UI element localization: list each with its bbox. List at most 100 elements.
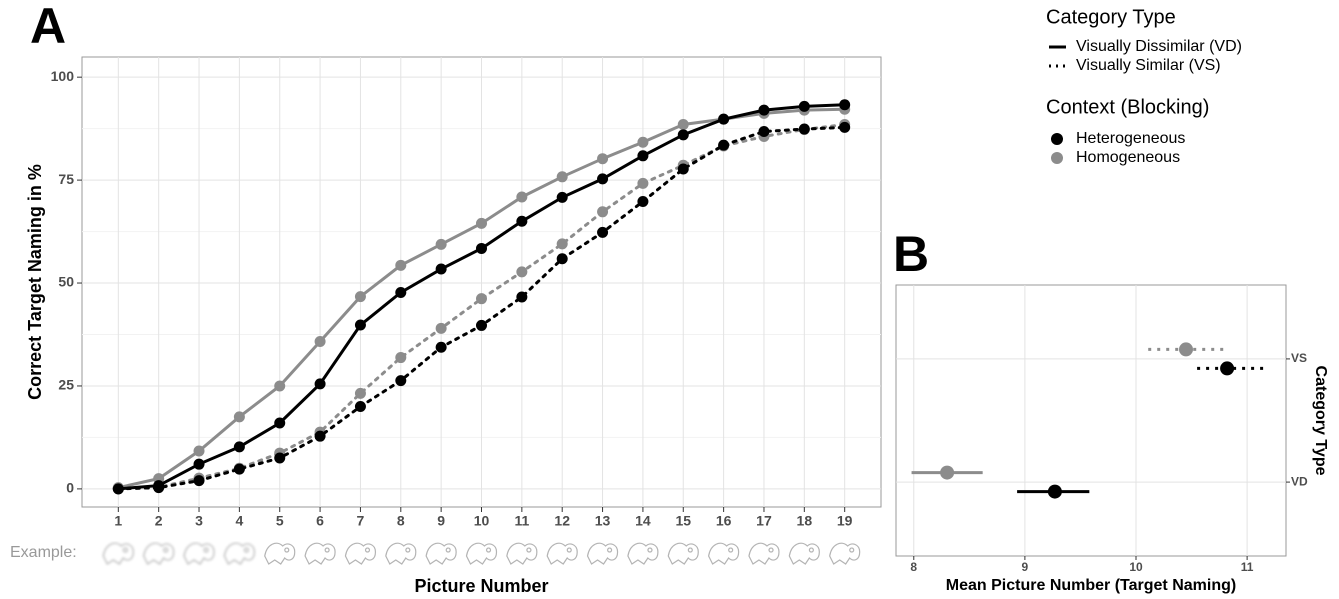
- data-point: [940, 465, 955, 480]
- data-point: [597, 153, 609, 165]
- example-image: [627, 542, 659, 565]
- legend-title: Context (Blocking): [1046, 96, 1209, 118]
- example-shape: [707, 542, 740, 565]
- example-shape: [667, 542, 699, 565]
- legend-key: [1051, 152, 1063, 164]
- data-point: [476, 217, 487, 229]
- y-axis-title: Category Type: [1312, 366, 1329, 476]
- x-tick-label: 16: [716, 513, 732, 529]
- example-shape: [627, 542, 659, 565]
- data-point: [233, 441, 245, 453]
- data-point: [395, 352, 407, 364]
- x-tick-label: 13: [595, 513, 611, 529]
- data-point: [597, 173, 609, 185]
- example-shape: [304, 542, 336, 565]
- example-image: [223, 542, 255, 565]
- data-point: [516, 191, 528, 203]
- data-point: [314, 335, 326, 347]
- x-tick-label: 5: [276, 513, 284, 529]
- x-tick-label: 12: [554, 513, 570, 529]
- example-image: [143, 542, 175, 565]
- example-shape: [788, 542, 820, 565]
- data-point: [637, 196, 649, 208]
- x-axis-title: Mean Picture Number (Target Naming): [946, 577, 1236, 594]
- example-image: [264, 542, 296, 565]
- x-tick-label: 15: [675, 513, 691, 529]
- data-point: [718, 139, 730, 151]
- data-point: [798, 123, 810, 135]
- x-tick-label: 1: [114, 513, 122, 529]
- example-image: [304, 542, 336, 565]
- data-point: [193, 458, 205, 470]
- data-point: [556, 191, 568, 203]
- data-point: [314, 430, 326, 442]
- data-point: [435, 238, 447, 250]
- example-image: [748, 542, 780, 565]
- x-tick-label: 10: [474, 513, 490, 529]
- legend-label: Visually Dissimilar (VD): [1076, 38, 1242, 55]
- example-image: [385, 542, 417, 565]
- y-tick-label: VD: [1291, 474, 1308, 488]
- x-tick-label: 11: [1241, 560, 1254, 574]
- x-tick-label: 2: [155, 513, 163, 529]
- data-point: [314, 378, 326, 390]
- example-image: [586, 542, 619, 565]
- data-point: [798, 100, 810, 112]
- x-axis-title: Picture Number: [414, 576, 548, 596]
- example-image: [425, 542, 457, 565]
- example-image: [344, 542, 377, 565]
- data-point: [354, 319, 366, 331]
- example-image: [183, 542, 215, 565]
- example-shape: [102, 542, 134, 565]
- example-image: [506, 542, 538, 565]
- data-point: [1179, 342, 1193, 357]
- legend-label: Homogeneous: [1076, 149, 1180, 166]
- data-point: [435, 263, 447, 275]
- data-point: [354, 387, 366, 399]
- data-point: [395, 286, 407, 298]
- example-shape: [829, 542, 861, 565]
- data-point: [556, 253, 568, 265]
- data-point: [516, 266, 528, 278]
- y-tick-label: 50: [58, 274, 74, 290]
- x-tick-label: 4: [235, 513, 243, 529]
- example-shape: [586, 542, 619, 565]
- x-tick-label: 3: [195, 513, 203, 529]
- data-point: [677, 119, 689, 131]
- data-point: [556, 238, 568, 250]
- example-image: [465, 542, 498, 565]
- example-shape: [546, 542, 578, 565]
- example-image: [546, 542, 578, 565]
- data-point: [718, 113, 730, 125]
- x-tick-label: 9: [1022, 560, 1029, 574]
- data-point: [597, 226, 609, 238]
- example-image: [788, 542, 820, 565]
- legend-key: [1051, 133, 1063, 145]
- data-point: [354, 401, 366, 413]
- legend-label: Visually Similar (VS): [1076, 57, 1221, 74]
- legend-label: Heterogeneous: [1076, 130, 1185, 147]
- data-point: [556, 171, 568, 183]
- data-point: [476, 319, 487, 331]
- x-tick-label: 8: [397, 513, 405, 529]
- example-shape: [425, 542, 457, 565]
- y-tick-label: 75: [58, 171, 74, 187]
- y-axis-title: Correct Target Naming in %: [25, 164, 45, 400]
- x-tick-label: 17: [756, 513, 772, 529]
- y-tick-label: 25: [58, 377, 74, 393]
- y-tick-label: VS: [1291, 351, 1307, 365]
- data-point: [274, 452, 286, 464]
- data-point: [516, 291, 528, 303]
- example-shape: [143, 542, 175, 565]
- y-tick-label: 100: [51, 68, 75, 84]
- data-point: [839, 121, 851, 133]
- data-point: [758, 126, 770, 138]
- data-point: [839, 99, 851, 111]
- x-tick-label: 9: [437, 513, 445, 529]
- data-point: [516, 215, 528, 227]
- data-point: [597, 206, 609, 218]
- x-tick-label: 11: [514, 513, 529, 529]
- data-point: [637, 177, 649, 189]
- example-shape: [183, 542, 215, 565]
